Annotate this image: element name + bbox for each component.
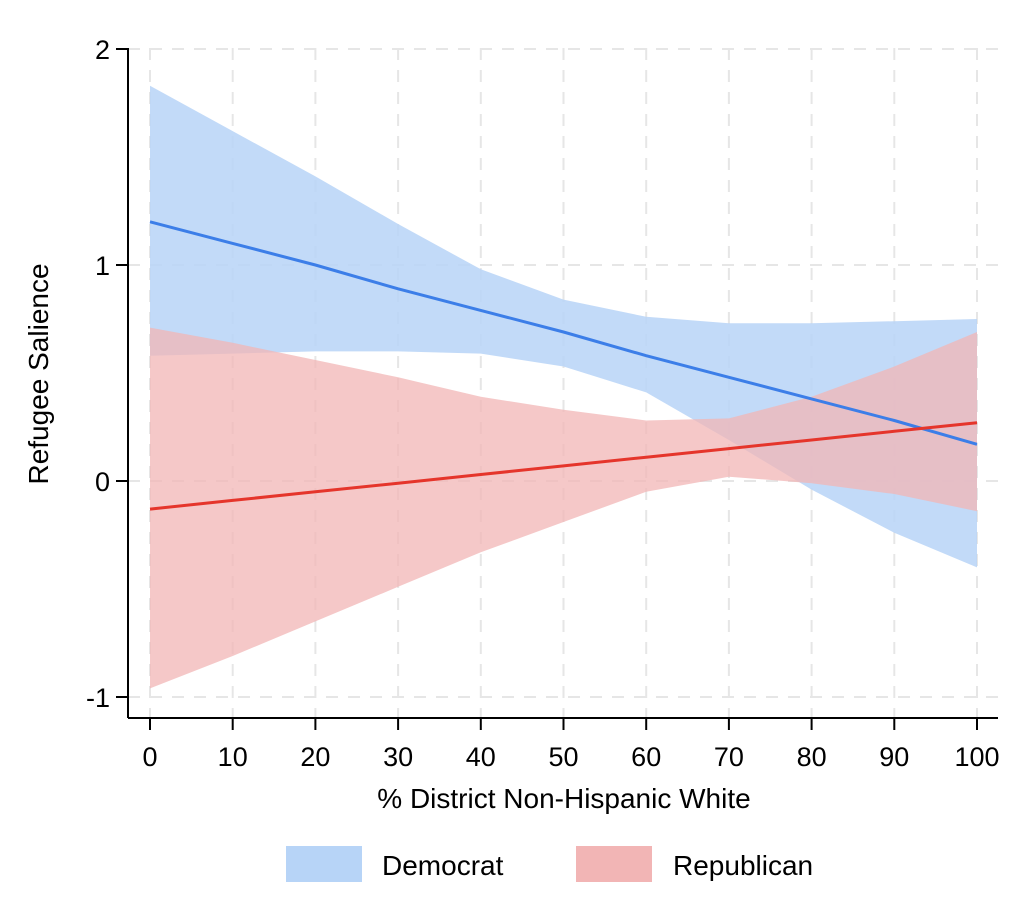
legend-swatch-0 <box>286 846 362 882</box>
x-tick-label-9: 90 <box>879 742 909 772</box>
x-tick-label-4: 40 <box>466 742 496 772</box>
x-tick-label-0: 0 <box>142 742 157 772</box>
x-tick-label-8: 80 <box>797 742 827 772</box>
series-line-0 <box>149 220 978 446</box>
x-tick-label-7: 70 <box>714 742 744 772</box>
series-line-1 <box>149 421 978 511</box>
x-tick-label-3: 30 <box>383 742 413 772</box>
y-tick-label-1: 0 <box>95 467 110 497</box>
x-tick-label-6: 60 <box>631 742 661 772</box>
legend-label-0: Democrat <box>382 850 504 881</box>
y-tick-label-3: 2 <box>95 35 110 65</box>
y-tick-label-0: -1 <box>86 683 110 713</box>
confidence-bands <box>150 85 977 689</box>
x-axis-title: % District Non-Hispanic White <box>377 783 750 814</box>
y-axis-ticks: -1 0 1 2 <box>86 35 128 713</box>
legend-swatch-1 <box>576 846 652 882</box>
legend: Democrat Republican <box>286 846 813 882</box>
legend-label-1: Republican <box>673 850 813 881</box>
x-tick-label-1: 10 <box>218 742 248 772</box>
y-tick-label-2: 1 <box>95 251 110 281</box>
y-axis-title: Refugee Salience <box>23 263 54 484</box>
x-tick-label-2: 20 <box>300 742 330 772</box>
x-axis-ticks: 0 10 20 30 40 50 60 70 80 90 100 <box>142 718 1000 772</box>
x-tick-label-5: 50 <box>548 742 578 772</box>
series-lines <box>149 220 978 511</box>
confidence-band-1 <box>150 327 977 689</box>
x-tick-label-10: 100 <box>954 742 999 772</box>
